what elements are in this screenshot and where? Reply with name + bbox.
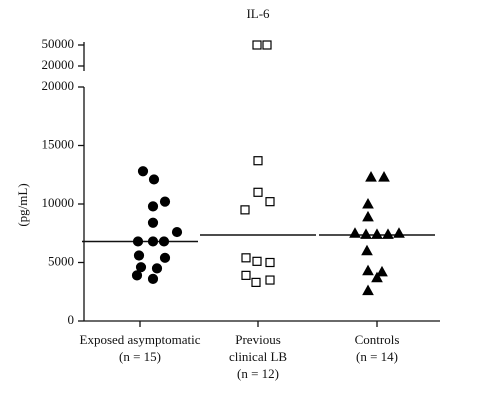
point <box>376 265 388 277</box>
point <box>133 250 145 261</box>
point <box>241 253 251 263</box>
point <box>378 171 390 182</box>
point <box>158 236 170 247</box>
x-tick-label: Exposed asymptomatic <box>80 332 201 347</box>
point <box>253 156 263 166</box>
point <box>159 196 171 207</box>
y-tick-label: 15000 <box>42 136 75 151</box>
point <box>251 277 261 287</box>
point <box>132 236 144 247</box>
point <box>131 270 143 281</box>
y-tick-label: 10000 <box>42 195 75 210</box>
sample-label: (n = 15) <box>119 349 161 364</box>
point <box>135 262 147 273</box>
point <box>362 264 374 276</box>
x-tick-label: Controls <box>355 332 400 347</box>
y-tick-label: 20000 <box>42 78 75 93</box>
point <box>362 284 374 296</box>
point <box>148 174 160 185</box>
y-tick-label: 50000 <box>42 36 75 51</box>
x-tick-label: clinical LB <box>229 349 287 364</box>
point <box>362 210 374 222</box>
point <box>265 275 275 285</box>
y-tick-label: 20000 <box>42 57 75 72</box>
point <box>147 273 159 284</box>
point <box>365 171 377 182</box>
point <box>159 252 171 263</box>
sample-label: (n = 14) <box>356 349 398 364</box>
point <box>137 166 149 177</box>
point <box>362 197 374 209</box>
chart-title: IL-6 <box>246 6 270 21</box>
point <box>252 40 262 50</box>
point <box>371 271 383 283</box>
x-tick-label: Previous <box>235 332 281 347</box>
point <box>265 197 275 207</box>
point <box>360 228 372 239</box>
point <box>349 227 361 238</box>
point <box>171 226 183 238</box>
point <box>147 201 159 212</box>
y-tick-label: 0 <box>68 312 75 327</box>
point <box>240 205 250 215</box>
point <box>371 228 383 239</box>
point <box>241 270 251 280</box>
point <box>151 263 163 274</box>
y-tick-label: 5000 <box>48 253 74 268</box>
point <box>252 256 262 266</box>
point <box>262 40 272 50</box>
point <box>361 244 373 256</box>
point <box>147 236 159 247</box>
sample-label: (n = 12) <box>237 366 279 381</box>
point <box>253 187 263 197</box>
point <box>147 217 159 228</box>
point <box>382 228 394 239</box>
point <box>265 257 275 268</box>
point <box>393 227 405 238</box>
y-axis-label: (pg/mL) <box>15 183 30 226</box>
